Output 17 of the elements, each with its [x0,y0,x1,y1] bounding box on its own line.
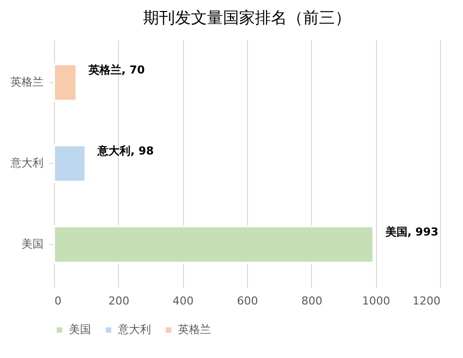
data-label: 英格兰, 70 [88,64,146,77]
x-tick-label: 400 [172,294,194,308]
x-tick-label: 200 [108,294,130,308]
legend-label: 意大利 [117,322,151,336]
y-tick-label: 意大利 [10,156,44,170]
x-tick-label: 800 [301,294,322,308]
x-tick-label: 0 [54,294,62,308]
chart-title: 期刊发文量国家排名（前三） [143,8,351,27]
legend-label: 美国 [69,322,91,336]
legend-label: 英格兰 [178,322,211,336]
x-tick-label: 1000 [362,294,390,308]
data-label: 意大利, 98 [96,144,154,158]
data-label: 美国, 993 [384,225,438,238]
y-tick-label: 美国 [22,237,44,250]
y-tick-label: 英格兰 [10,76,44,89]
x-tick-label: 1200 [412,294,440,308]
x-tick-label: 600 [237,294,258,308]
